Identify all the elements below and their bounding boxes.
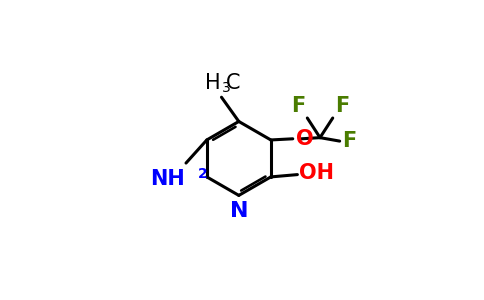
Text: OH: OH (299, 164, 333, 183)
Text: C: C (226, 73, 240, 93)
Text: 2: 2 (198, 167, 208, 181)
Text: H: H (205, 73, 220, 93)
Text: O: O (296, 129, 314, 149)
Text: N: N (230, 201, 248, 221)
Text: NH: NH (150, 169, 185, 189)
Text: F: F (291, 96, 305, 116)
Text: F: F (342, 131, 356, 151)
Text: F: F (335, 96, 349, 116)
Text: 3: 3 (222, 81, 230, 95)
